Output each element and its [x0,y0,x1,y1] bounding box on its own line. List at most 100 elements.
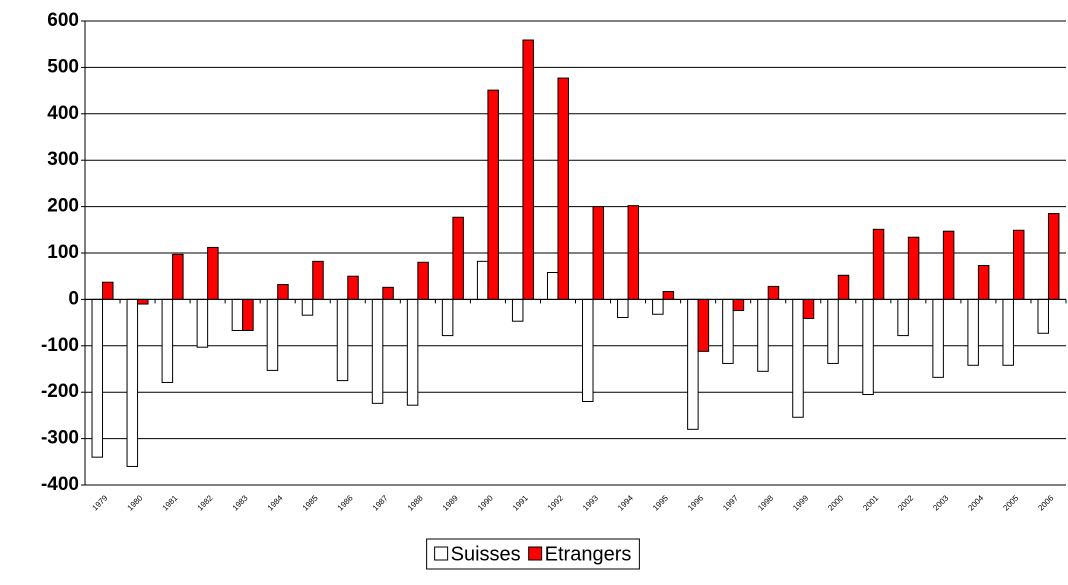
bar [662,291,675,300]
y-tick-label: 300 [47,149,79,170]
bar [837,274,850,300]
bar [196,298,209,348]
bar [522,39,534,300]
x-tick-label: 1986 [336,493,355,512]
bar [441,298,454,337]
x-tick-label: 2000 [826,493,845,512]
bar [582,298,594,402]
bar [862,298,874,396]
x-tick-label: 1993 [581,493,600,512]
x-tick-label: 1985 [301,493,320,512]
bar [546,271,559,300]
bar [406,298,419,406]
x-tick-label: 1984 [266,493,285,512]
bar [942,230,955,300]
bar [172,253,184,300]
bar [417,261,429,300]
bar [91,298,104,458]
x-tick-label: 1987 [371,493,390,512]
y-tick-label: -300 [41,428,79,449]
bar [301,298,314,316]
y-tick-label: 400 [47,103,79,124]
bar [336,298,349,382]
bar [102,281,114,300]
x-tick-label: 1998 [756,493,775,512]
x-tick-label: 1982 [196,493,215,512]
x-tick-label: 2006 [1036,493,1055,512]
x-tick-label: 1981 [161,493,180,512]
x-tick-label: 1991 [511,493,530,512]
bar [1012,229,1025,300]
y-tick-label: -400 [41,474,79,495]
legend-label: Etrangers [545,543,632,565]
bar [592,206,605,300]
x-tick-label: 1994 [616,493,635,512]
bar [511,298,524,322]
bar [347,275,359,300]
x-tick-label: 1997 [721,493,740,512]
bar [932,298,944,378]
bar [977,265,990,300]
bar [792,298,804,418]
bar [207,246,219,300]
bar [231,298,244,331]
bar [557,77,569,300]
bar [967,298,979,366]
bar [627,205,640,300]
bar [907,236,920,300]
x-tick-label: 1988 [406,493,425,512]
x-tick-label: 2005 [1001,493,1020,512]
y-tick-label: -200 [41,381,79,402]
y-tick-label: 0 [68,288,79,309]
bar [872,228,885,300]
bar [277,284,289,300]
bar [1037,298,1049,334]
x-tick-label: 1980 [126,493,145,512]
legend: Suisses Etrangers [426,538,640,570]
bar [487,89,499,300]
bar [126,298,139,467]
x-tick-label: 2003 [931,493,950,512]
x-tick-label: 1989 [441,493,460,512]
bar [697,298,710,352]
bar [1047,213,1060,300]
x-tick-label: 1996 [686,493,705,512]
bar [687,298,699,430]
bar [757,298,769,372]
bar [1002,298,1014,366]
x-tick-label: 1990 [476,493,495,512]
y-tick-label: -100 [41,335,79,356]
bar [897,298,909,337]
bar [827,298,839,364]
legend-label: Suisses [451,543,521,565]
bar [242,298,254,331]
bar [266,298,279,371]
y-tick-label: 500 [47,56,79,77]
bar [732,298,745,312]
x-tick-label: 1992 [546,493,565,512]
bar [312,260,324,300]
x-tick-label: 2002 [896,493,915,512]
y-tick-label: 200 [47,196,79,217]
x-tick-label: 1983 [231,493,250,512]
x-tick-label: 1995 [651,493,670,512]
y-tick-label: 100 [47,242,79,263]
x-tick-label: 2004 [966,493,985,512]
bar [371,298,384,404]
bar [452,216,464,300]
bar [382,286,394,300]
bar [722,298,734,364]
bar [161,298,174,383]
bar [767,285,780,300]
legend-swatch [434,546,449,561]
x-tick-label: 1999 [791,493,810,512]
y-tick-label: 600 [47,10,79,31]
bar [802,298,815,319]
bar [617,298,629,318]
bar [476,260,489,300]
x-tick-label: 1979 [90,493,109,512]
x-tick-label: 2001 [861,493,880,512]
legend-swatch [528,546,543,561]
bar [137,298,149,305]
